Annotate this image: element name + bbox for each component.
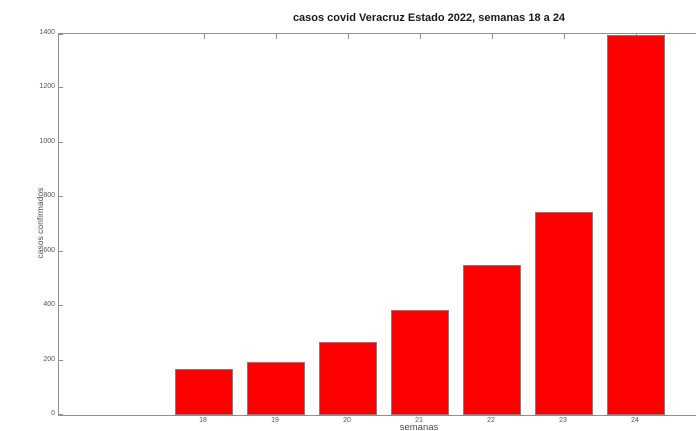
bar-week-21 bbox=[391, 310, 449, 415]
y-tick-label-800: 800 bbox=[43, 192, 55, 199]
chart-title: casos covid Veracruz Estado 2022, semana… bbox=[292, 12, 566, 24]
x-tick-mark-top-19 bbox=[276, 34, 277, 39]
y-tick-mark-800 bbox=[59, 196, 63, 197]
x-tick-label-21: 21 bbox=[415, 417, 423, 424]
x-tick-mark-top-21 bbox=[420, 34, 421, 39]
y-tick-label-1400: 1400 bbox=[39, 29, 55, 36]
x-tick-label-18: 18 bbox=[199, 417, 207, 424]
bar-week-18 bbox=[175, 369, 233, 415]
y-tick-mark-1000 bbox=[59, 142, 63, 143]
y-tick-label-1200: 1200 bbox=[39, 83, 55, 90]
x-tick-label-19: 19 bbox=[271, 417, 279, 424]
y-tick-label-200: 200 bbox=[43, 356, 55, 363]
y-tick-mark-600 bbox=[59, 251, 63, 252]
y-tick-mark-1200 bbox=[59, 87, 63, 88]
x-tick-label-20: 20 bbox=[343, 417, 351, 424]
bar-week-20 bbox=[319, 342, 377, 415]
y-tick-label-600: 600 bbox=[43, 247, 55, 254]
y-tick-mark-0 bbox=[59, 414, 63, 415]
y-tick-mark-200 bbox=[59, 360, 63, 361]
bar-week-22 bbox=[463, 265, 521, 415]
y-tick-mark-1400 bbox=[59, 34, 63, 35]
x-tick-label-22: 22 bbox=[487, 417, 495, 424]
x-tick-label-23: 23 bbox=[559, 417, 567, 424]
y-tick-label-0: 0 bbox=[51, 410, 55, 417]
bar-week-19 bbox=[247, 362, 305, 415]
x-tick-mark-top-18 bbox=[204, 34, 205, 39]
x-tick-label-24: 24 bbox=[631, 417, 639, 424]
bar-week-24 bbox=[607, 35, 665, 415]
x-tick-mark-top-20 bbox=[348, 34, 349, 39]
y-tick-label-400: 400 bbox=[43, 301, 55, 308]
x-axis-label: semanas bbox=[399, 422, 439, 431]
bar-week-23 bbox=[535, 212, 593, 415]
y-tick-mark-400 bbox=[59, 305, 63, 306]
plot-area bbox=[58, 33, 696, 416]
y-tick-label-1000: 1000 bbox=[39, 138, 55, 145]
x-tick-mark-top-22 bbox=[492, 34, 493, 39]
x-tick-mark-top-23 bbox=[564, 34, 565, 39]
